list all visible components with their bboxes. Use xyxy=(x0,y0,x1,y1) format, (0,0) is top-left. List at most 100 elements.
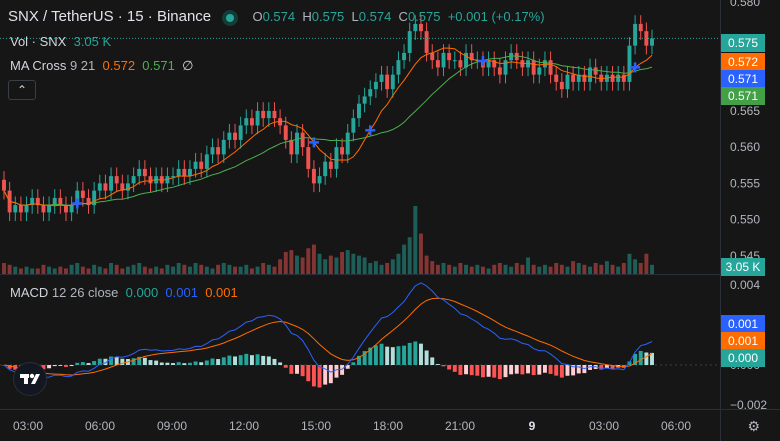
candle-body xyxy=(413,23,418,32)
macd-histogram-bar xyxy=(650,352,654,365)
ma-cross-legend[interactable]: MA Cross 9 21 0.572 0.571 ∅ xyxy=(10,58,193,74)
macd-histogram-bar xyxy=(362,351,367,365)
market-status-dot xyxy=(225,13,234,22)
macd-histogram-bar xyxy=(424,350,429,365)
tradingview-logo[interactable] xyxy=(13,362,47,396)
candle-body xyxy=(103,183,108,191)
candle-body xyxy=(627,45,632,82)
volume-bar xyxy=(165,264,170,274)
candle-body xyxy=(295,132,299,155)
candle-body xyxy=(565,74,570,90)
candle-body xyxy=(340,147,345,155)
candle-body xyxy=(509,52,514,61)
open-label: O xyxy=(252,9,263,24)
volume-legend[interactable]: Vol · SNX 3.05 K xyxy=(10,34,111,49)
settings-gear-icon[interactable]: ⚙ xyxy=(747,418,760,434)
macd-histogram-bar xyxy=(548,365,553,374)
candle-body xyxy=(199,161,204,169)
volume-bar xyxy=(565,266,570,274)
candle-body xyxy=(80,190,85,198)
macd-histogram-bar xyxy=(171,363,176,365)
candle-body xyxy=(92,190,97,206)
volume-label: Vol · SNX xyxy=(10,34,67,49)
price-tick-label: 0.555 xyxy=(730,176,760,190)
volume-bar xyxy=(447,264,452,274)
candle-body xyxy=(249,118,254,126)
volume-bar xyxy=(41,264,46,274)
volume-bar xyxy=(604,261,609,274)
macd-histogram-bar xyxy=(69,365,74,367)
candle-body xyxy=(593,67,598,75)
candle-body xyxy=(317,176,322,184)
histogram-tag: 0.000 xyxy=(721,349,765,367)
volume-bar xyxy=(638,262,643,274)
time-tick-label: 03:00 xyxy=(13,419,43,433)
candle-body xyxy=(571,74,576,82)
volume-bar xyxy=(238,266,243,274)
macd-histogram-bar xyxy=(368,347,373,365)
candle-body xyxy=(531,60,536,75)
candle-body xyxy=(52,197,57,206)
candle-body xyxy=(227,132,232,140)
candle-body xyxy=(469,52,474,61)
candle-body xyxy=(35,197,40,206)
candle-body xyxy=(24,205,29,213)
macd-histogram-bar xyxy=(486,365,491,377)
volume-bar xyxy=(435,264,440,274)
volume-bar xyxy=(458,262,463,274)
macd-histogram-bar xyxy=(47,365,52,369)
volume-tag: 3.05 K xyxy=(721,258,765,276)
volume-bar xyxy=(497,262,502,274)
volume-bar xyxy=(137,262,142,274)
volume-bar xyxy=(424,255,429,274)
volume-bar xyxy=(373,261,378,274)
symbol-header: SNX / TetherUS · 15 · Binance O0.574 H0.… xyxy=(8,8,545,25)
macd-histogram-bar xyxy=(638,350,643,365)
macd-histogram-bar xyxy=(255,354,260,365)
price-tick-label: 0.565 xyxy=(730,104,760,118)
candle-body xyxy=(18,205,23,213)
candle-body xyxy=(464,52,469,68)
volume-bar xyxy=(576,262,581,274)
candle-body xyxy=(638,23,643,32)
macd-histogram-bar xyxy=(261,355,266,365)
macd-histogram-bar xyxy=(210,358,215,365)
candle-body xyxy=(492,60,497,68)
macd-histogram-bar xyxy=(131,358,136,365)
volume-bar xyxy=(357,255,361,274)
macd-signal-value: 0.001 xyxy=(205,285,238,300)
candle-body xyxy=(255,110,260,126)
time-tick-label: 15:00 xyxy=(301,419,331,433)
macd-histogram-bar xyxy=(537,365,542,375)
macd-histogram-bar xyxy=(109,356,114,365)
macd-histogram-bar xyxy=(114,356,119,365)
volume-bar xyxy=(30,268,35,274)
macd-histogram-bar xyxy=(480,365,485,378)
time-tick-label: 06:00 xyxy=(85,419,115,433)
volume-bar xyxy=(283,251,288,274)
macd-histogram-bar xyxy=(357,355,361,365)
macd-histogram-bar xyxy=(419,343,423,365)
volume-bar xyxy=(616,266,621,274)
candle-body xyxy=(306,147,311,169)
close-label: C xyxy=(398,9,408,24)
ma-cross-marker xyxy=(630,62,641,73)
macd-histogram-bar xyxy=(475,365,480,376)
macd-histogram-bar xyxy=(323,365,328,385)
volume-bar xyxy=(2,262,6,274)
candle-body xyxy=(441,52,446,68)
macd-legend[interactable]: MACD 12 26 close 0.000 0.001 0.001 xyxy=(10,285,238,300)
macd-histogram-bar xyxy=(120,358,125,365)
macd-histogram-bar xyxy=(576,365,581,374)
volume-bar xyxy=(340,251,345,274)
macd-histogram-bar xyxy=(492,365,497,378)
macd-histogram-bar xyxy=(289,365,294,374)
macd-histogram-bar xyxy=(216,359,221,365)
macd-histogram-bar xyxy=(385,346,390,365)
candle-body xyxy=(261,110,266,119)
volume-bar xyxy=(75,262,80,274)
volume-bar xyxy=(35,268,40,274)
macd-histogram-bar xyxy=(41,365,46,370)
collapse-legend-button[interactable]: ⌃ xyxy=(8,80,36,100)
